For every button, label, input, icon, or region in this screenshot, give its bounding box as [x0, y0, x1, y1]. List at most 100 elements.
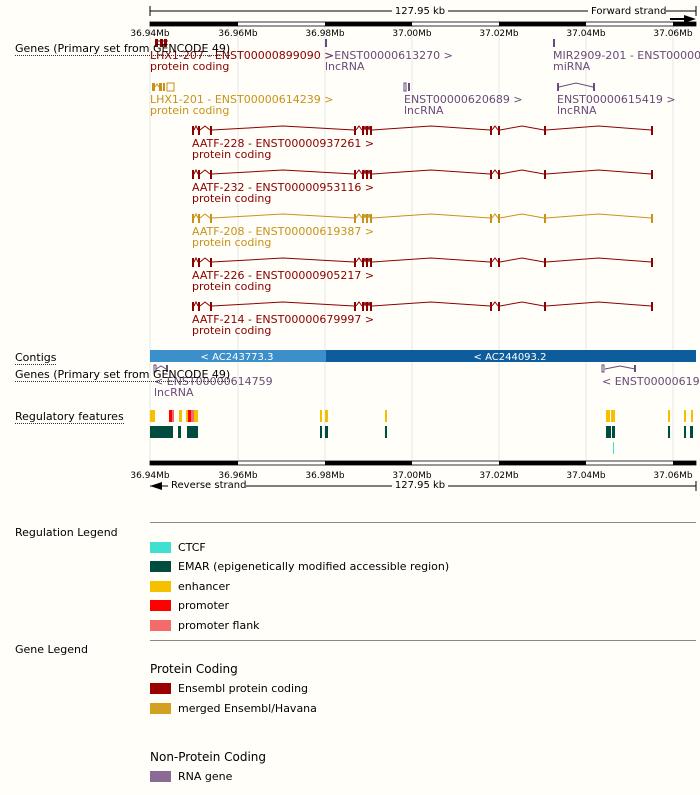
enst615419-exon-0 — [557, 83, 559, 91]
aatf-208-exon-6 — [370, 214, 372, 223]
aatf-226-exon-3 — [354, 258, 356, 267]
aatf-232-exon-7 — [490, 170, 492, 179]
enhancer-swatch — [150, 581, 171, 592]
aatf-214-exon-5 — [366, 302, 368, 311]
enst615419-intron — [558, 82, 594, 88]
reverse-strand-arrow-icon — [150, 482, 162, 490]
regulatory-enhancer-14 — [684, 410, 686, 422]
aatf-226-exon-2 — [210, 258, 212, 267]
genes-reverse-track-label[interactable]: Genes (Primary set from GENCODE 49) — [15, 368, 231, 382]
aatf-226-exon-8 — [498, 258, 500, 267]
contigs-track-label[interactable]: Contigs — [15, 351, 57, 365]
regulatory-enhancer-13 — [668, 410, 670, 422]
top-scale-bar-seg-4 — [499, 22, 586, 26]
aatf-228-exon-4 — [362, 126, 364, 135]
forward-strand-arrow-icon — [684, 15, 696, 23]
top-tick-label-4: 37.02Mb — [479, 29, 519, 39]
aatf-214-intron-2 — [211, 301, 355, 307]
aatf-226-exon-10 — [651, 258, 653, 267]
enst614759-exon-1 — [166, 365, 168, 372]
aatf-226-intron-1 — [199, 257, 211, 263]
enst620689-exon-1 — [408, 83, 410, 91]
regulatory-emar-10 — [690, 426, 693, 438]
aatf-214-intron-0 — [193, 300, 199, 307]
aatf-232-exon-9 — [544, 170, 546, 179]
aatf-208-exon-4 — [362, 214, 364, 223]
top-tick-label-0: 36.94Mb — [130, 29, 170, 39]
aatf-232-intron-7 — [491, 169, 499, 175]
aatf-232-exon-8 — [498, 170, 500, 179]
aatf-228-exon-10 — [651, 126, 653, 135]
gene-legend-title: Gene Legend — [15, 643, 88, 656]
contig-ac243773-label: < AC243773.3 — [201, 352, 274, 363]
aatf-208-exon-1 — [198, 214, 200, 223]
top-tick-label-5: 37.04Mb — [566, 29, 606, 39]
aatf-226-exon-1 — [198, 258, 200, 267]
aatf-226-intron-5 — [367, 257, 371, 263]
aatf-228-intron-8 — [499, 125, 545, 131]
regulatory-emar-3 — [320, 426, 322, 438]
merged-ensembl-havana-swatch — [150, 703, 171, 714]
legend-divider-bottom — [150, 640, 696, 641]
lhx1-201-name: LHX1-201 - ENST00000614239 > — [150, 93, 333, 106]
enhancer-label: enhancer — [178, 580, 230, 593]
aatf-208-exon-0 — [192, 214, 194, 223]
aatf-208-intron-4 — [363, 213, 367, 219]
enst615419-name: ENST00000615419 > — [557, 93, 676, 106]
contig-ac244093-bar — [326, 350, 696, 362]
bottom-span-label: 127.95 kb — [395, 480, 445, 491]
aatf-208-intron-5 — [367, 213, 371, 219]
aatf-232-exon-2 — [210, 170, 212, 179]
aatf-232-exon-0 — [192, 170, 194, 179]
aatf-232-intron-3 — [355, 169, 363, 175]
regulatory-enhancer-2 — [172, 410, 174, 422]
aatf-228-intron-9 — [545, 125, 652, 131]
bottom-scale-bar-seg-4 — [499, 461, 586, 465]
regulatory-emar-2 — [187, 426, 198, 438]
regulatory-emar-6 — [606, 426, 611, 438]
top-scale-bar-seg-0 — [150, 22, 238, 26]
genes-forward-track-label[interactable]: Genes (Primary set from GENCODE 49) — [15, 42, 231, 56]
top-scale-bar-seg-2 — [325, 22, 412, 26]
aatf-226-exon-0 — [192, 258, 194, 267]
mir2909-name: MIR2909-201 - ENST000006 — [553, 49, 700, 62]
aatf-228-exon-8 — [498, 126, 500, 135]
aatf-214-intron-9 — [545, 301, 652, 307]
enst619610-exon-1 — [634, 365, 636, 372]
merged-ensembl-havana-label: merged Ensembl/Havana — [178, 702, 317, 715]
bottom-tick-label-6: 37.06Mb — [653, 471, 693, 481]
bottom-scale-bar-seg-end — [673, 461, 696, 465]
aatf-214-intron-3 — [355, 301, 363, 307]
regulatory-track-label[interactable]: Regulatory features — [15, 410, 124, 424]
enst613270-name: >ENST00000613270 > — [325, 49, 453, 62]
bottom-tick-label-0: 36.94Mb — [130, 471, 170, 481]
aatf-214-name: AATF-214 - ENST00000679997 > — [192, 313, 374, 326]
legend-divider-top — [150, 522, 696, 523]
lhx1-201-intron-0 — [154, 83, 160, 88]
regulatory-enhancer-5 — [188, 410, 192, 422]
aatf-232-exon-10 — [651, 170, 653, 179]
aatf-232-intron-8 — [499, 169, 545, 175]
aatf-208-intron-0 — [193, 212, 199, 219]
aatf-232-intron-0 — [193, 168, 199, 175]
lhx1-207-exon-2 — [164, 39, 167, 47]
aatf-232-biotype: protein coding — [192, 192, 271, 205]
enst619610-intron — [604, 365, 636, 370]
top-tick-label-1: 36.96Mb — [218, 29, 258, 39]
ctcf-label: CTCF — [178, 541, 206, 554]
aatf-226-exon-4 — [362, 258, 364, 267]
aatf-228-exon-9 — [544, 126, 546, 135]
forward-strand-label: Forward strand — [591, 6, 666, 17]
aatf-208-intron-3 — [355, 213, 363, 219]
bottom-tick-label-3: 37.00Mb — [392, 471, 432, 481]
bottom-scale-bar-seg-2 — [325, 461, 412, 465]
regulatory-enhancer-1 — [169, 410, 172, 422]
aatf-232-exon-5 — [366, 170, 368, 179]
aatf-228-exon-5 — [366, 126, 368, 135]
regulatory-enhancer-12 — [611, 410, 615, 422]
aatf-208-intron-8 — [499, 213, 545, 219]
aatf-214-intron-7 — [491, 301, 499, 307]
rna-gene-swatch — [150, 771, 171, 782]
enst619610-exon-0 — [601, 364, 605, 373]
aatf-228-intron-1 — [199, 125, 211, 131]
